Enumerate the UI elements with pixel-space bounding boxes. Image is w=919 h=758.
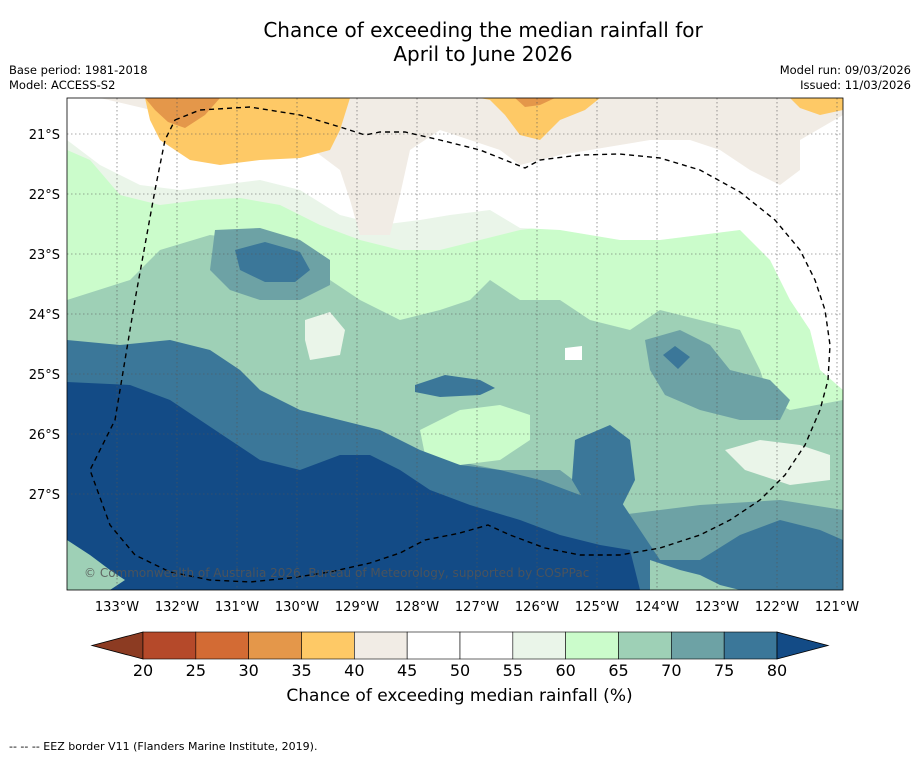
lon-label: 127°W xyxy=(455,600,499,615)
contour-75-80-patch-south xyxy=(572,425,635,510)
meta-left: Base period: 1981-2018 Model: ACCESS-S2 xyxy=(9,63,148,92)
colorbar-tick-label: 55 xyxy=(503,661,523,680)
colorbar-under-arrow xyxy=(90,631,144,660)
lon-label: 123°W xyxy=(695,600,739,615)
lat-label: 25°S xyxy=(29,368,60,383)
colorbar-segment xyxy=(406,631,461,660)
chart-title: Chance of exceeding the median rainfall … xyxy=(0,18,919,66)
colorbar-tick-labels: 20 25 30 35 40 45 50 55 60 65 70 75 80 xyxy=(133,661,787,680)
lon-label: 122°W xyxy=(755,600,799,615)
watermark-text: © Commonwealth of Australia 2026, Bureau… xyxy=(84,566,589,580)
rainfall-probability-map xyxy=(67,98,843,590)
contour-75-80-patch-west xyxy=(235,242,310,282)
colorbar-tick-label: 45 xyxy=(397,661,417,680)
contour-60-65-patch-center xyxy=(420,405,530,465)
contour-white-patch-center xyxy=(565,346,582,360)
lon-label: 124°W xyxy=(635,600,679,615)
lat-label: 27°S xyxy=(29,488,60,503)
colorbar-segment xyxy=(512,631,566,660)
colorbar-segment xyxy=(671,631,725,660)
graticule xyxy=(67,98,843,590)
lon-label: 121°W xyxy=(815,600,859,615)
contour-35-40-east xyxy=(790,98,843,115)
colorbar-tick-label: 80 xyxy=(767,661,787,680)
model-run-text: Model run: 09/03/2026 xyxy=(779,63,911,77)
colorbar-tick-label: 70 xyxy=(661,661,681,680)
longitude-labels: 133°W 132°W 131°W 130°W 129°W 128°W 127°… xyxy=(95,600,859,615)
colorbar-segment xyxy=(618,631,672,660)
contour-above-80 xyxy=(67,382,640,590)
contour-white-patch-west xyxy=(305,312,345,360)
lat-label: 24°S xyxy=(29,308,60,323)
colorbar-tick-label: 65 xyxy=(608,661,628,680)
contour-55-60-patch-east xyxy=(725,440,830,485)
lat-label: 21°S xyxy=(29,128,60,143)
lat-label: 22°S xyxy=(29,188,60,203)
colorbar-tick-label: 25 xyxy=(186,661,206,680)
lon-label: 132°W xyxy=(155,600,199,615)
lon-label: 125°W xyxy=(575,600,619,615)
lon-label: 133°W xyxy=(95,600,139,615)
colorbar-tick-label: 20 xyxy=(133,661,153,680)
lon-label: 131°W xyxy=(215,600,259,615)
colorbar-tick-label: 50 xyxy=(450,661,470,680)
latitude-labels: 21°S 22°S 23°S 24°S 25°S 26°S 27°S xyxy=(29,128,60,503)
eez-border xyxy=(89,106,831,583)
contour-75-80-band-center xyxy=(415,375,495,397)
colorbar-segment xyxy=(565,631,619,660)
colorbar-label: Chance of exceeding median rainfall (%) xyxy=(286,686,633,706)
contour-35-40 xyxy=(145,98,600,165)
colorbar-segment xyxy=(301,631,355,660)
colorbar-segment xyxy=(354,631,408,660)
contour-45-55 xyxy=(67,98,843,390)
map-frame xyxy=(66,97,844,591)
eez-legend-footnote: -- -- -- EEZ border V11 (Flanders Marine… xyxy=(9,740,318,753)
contour-30-35 xyxy=(145,98,220,128)
lat-label: 23°S xyxy=(29,248,60,263)
colorbar-segment xyxy=(248,631,302,660)
colorbar-tick-label: 30 xyxy=(238,661,258,680)
title-line-1: Chance of exceeding the median rainfall … xyxy=(263,18,703,42)
lon-label: 129°W xyxy=(335,600,379,615)
contour-65-70-southwest xyxy=(67,540,125,590)
lon-label: 128°W xyxy=(395,600,439,615)
colorbar-segment xyxy=(723,631,778,660)
colorbar-over-arrow xyxy=(776,631,830,660)
model-text: Model: ACCESS-S2 xyxy=(9,77,116,92)
colorbar-tick-label: 40 xyxy=(344,661,364,680)
colorbar-segment xyxy=(195,631,249,660)
colorbar-segment xyxy=(459,631,514,660)
meta-right: Model run: 09/03/2026 Issued: 11/03/2026 xyxy=(780,63,911,92)
lon-label: 126°W xyxy=(515,600,559,615)
base-period-text: Base period: 1981-2018 xyxy=(9,63,148,77)
colorbar-segment xyxy=(142,631,197,660)
issued-text: Issued: 11/03/2026 xyxy=(800,77,911,92)
colorbar-tick-label: 35 xyxy=(291,661,311,680)
lat-label: 26°S xyxy=(29,428,60,443)
contour-65-70-southeast xyxy=(650,560,740,590)
lon-label: 130°W xyxy=(275,600,319,615)
title-line-2: April to June 2026 xyxy=(393,42,573,66)
contour-75-80-patch-east xyxy=(663,346,690,369)
colorbar-tick-label: 75 xyxy=(714,661,734,680)
colorbar-tick-label: 60 xyxy=(555,661,575,680)
colorbar xyxy=(90,631,830,660)
contour-30-35-east xyxy=(515,98,555,107)
